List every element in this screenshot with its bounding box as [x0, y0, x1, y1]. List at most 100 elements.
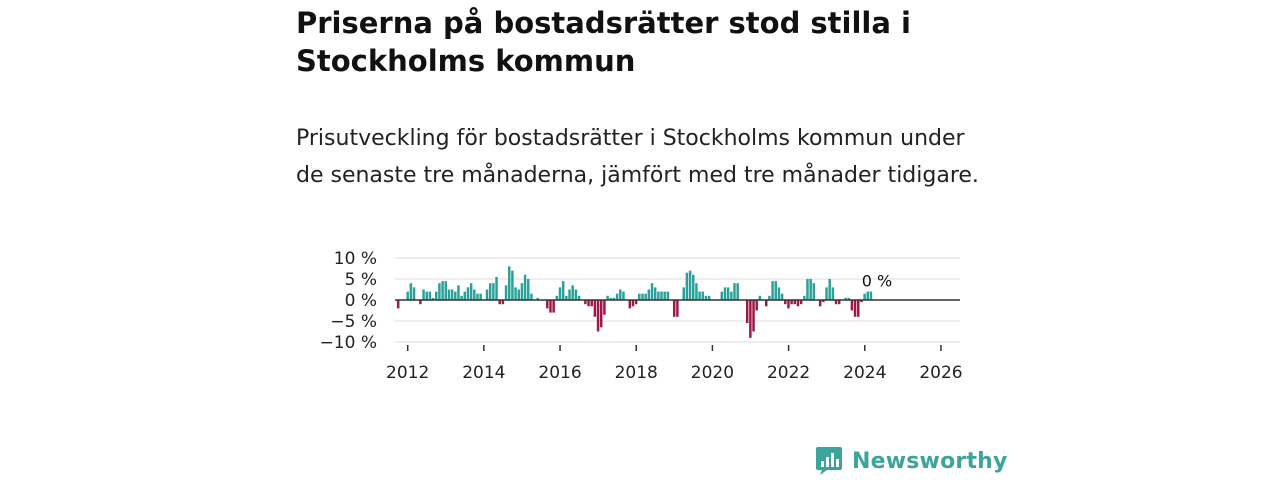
- bar: [584, 300, 587, 305]
- bar: [809, 279, 812, 300]
- y-axis-labels: 10 %5 %0 %−5 %−10 %: [320, 249, 377, 353]
- bars: [396, 266, 873, 338]
- bar: [688, 270, 692, 300]
- bar: [422, 289, 425, 300]
- bar: [726, 287, 730, 300]
- bar: [561, 281, 565, 300]
- x-tick-label: 2024: [843, 363, 886, 383]
- bar: [552, 300, 555, 313]
- bar: [409, 283, 413, 300]
- bar: [600, 300, 603, 328]
- bar: [546, 300, 549, 309]
- bar: [476, 293, 479, 300]
- bar: [822, 300, 825, 303]
- bar: [622, 291, 625, 300]
- bar: [790, 300, 793, 305]
- bar: [431, 297, 435, 300]
- chart-subtitle: Prisutveckling för bostadsrätter i Stock…: [296, 126, 979, 188]
- bar: [511, 270, 514, 300]
- bar: [587, 300, 590, 307]
- bar: [454, 291, 457, 300]
- bar: [704, 295, 708, 300]
- bar: [488, 283, 492, 300]
- y-tick-label: −5 %: [330, 312, 377, 332]
- bar: [745, 300, 749, 324]
- bar: [780, 293, 784, 300]
- y-tick-label: 10 %: [334, 249, 377, 269]
- bar: [799, 300, 803, 305]
- bar: [641, 293, 644, 300]
- bar: [812, 283, 816, 300]
- bar: [831, 287, 835, 300]
- bar: [806, 279, 809, 300]
- bar: [707, 295, 711, 300]
- bar: [406, 291, 409, 300]
- bar: [447, 289, 451, 300]
- bar: [660, 291, 663, 300]
- bar: [774, 281, 777, 300]
- bar: [692, 274, 695, 300]
- bar: [676, 300, 679, 317]
- bar: [730, 291, 733, 300]
- bar: [825, 287, 828, 300]
- y-tick-label: −10 %: [320, 333, 377, 353]
- bar: [530, 293, 533, 300]
- bar: [647, 289, 651, 300]
- bar: [657, 291, 660, 300]
- bar: [834, 300, 838, 305]
- bar: [425, 291, 428, 300]
- bar: [479, 293, 482, 300]
- bar: [777, 287, 781, 300]
- bar: [793, 300, 797, 305]
- x-tick-label: 2018: [615, 363, 658, 383]
- bar: [653, 287, 657, 300]
- bar: [441, 281, 444, 300]
- bar: [619, 289, 622, 300]
- bar: [590, 300, 593, 307]
- bar: [501, 300, 505, 305]
- bar: [514, 287, 517, 300]
- bar: [736, 283, 739, 300]
- bar: [787, 300, 790, 309]
- bar: [764, 300, 768, 307]
- bar: [527, 279, 530, 300]
- bar: [796, 300, 800, 307]
- bar: [666, 291, 670, 300]
- bar: [463, 291, 467, 300]
- bar: [634, 300, 638, 305]
- bar: [603, 300, 606, 315]
- bar: [752, 300, 755, 332]
- bar: [444, 281, 448, 300]
- bar: [568, 289, 571, 300]
- bar: [850, 300, 854, 311]
- bar: [571, 285, 574, 300]
- bar: [847, 297, 850, 300]
- bar: [485, 289, 489, 300]
- x-tick-label: 2022: [767, 363, 810, 383]
- bar: [866, 291, 870, 300]
- bar: [507, 266, 511, 300]
- newsworthy-logo: Newsworthy: [815, 446, 1008, 476]
- bar: [498, 300, 501, 305]
- bar: [523, 274, 527, 300]
- bar: [555, 295, 559, 300]
- bar: [682, 287, 685, 300]
- bar: [536, 297, 540, 300]
- bar: [565, 295, 568, 300]
- bar: [631, 300, 635, 307]
- bar: [612, 297, 616, 300]
- bar: [857, 300, 860, 317]
- bar: [428, 291, 432, 300]
- x-tick-label: 2026: [919, 363, 962, 383]
- bar: [818, 300, 822, 307]
- brand-name: Newsworthy: [852, 448, 1008, 474]
- bar: [517, 289, 520, 300]
- bar: [771, 281, 774, 300]
- bar: [577, 295, 581, 300]
- bar: [606, 295, 609, 300]
- x-axis: 2012 2014 2016 2018 2020 2022 2024 2026: [386, 345, 963, 383]
- bar: [504, 285, 508, 300]
- bar: [768, 295, 771, 300]
- bar: [469, 283, 473, 300]
- bar: [749, 300, 752, 338]
